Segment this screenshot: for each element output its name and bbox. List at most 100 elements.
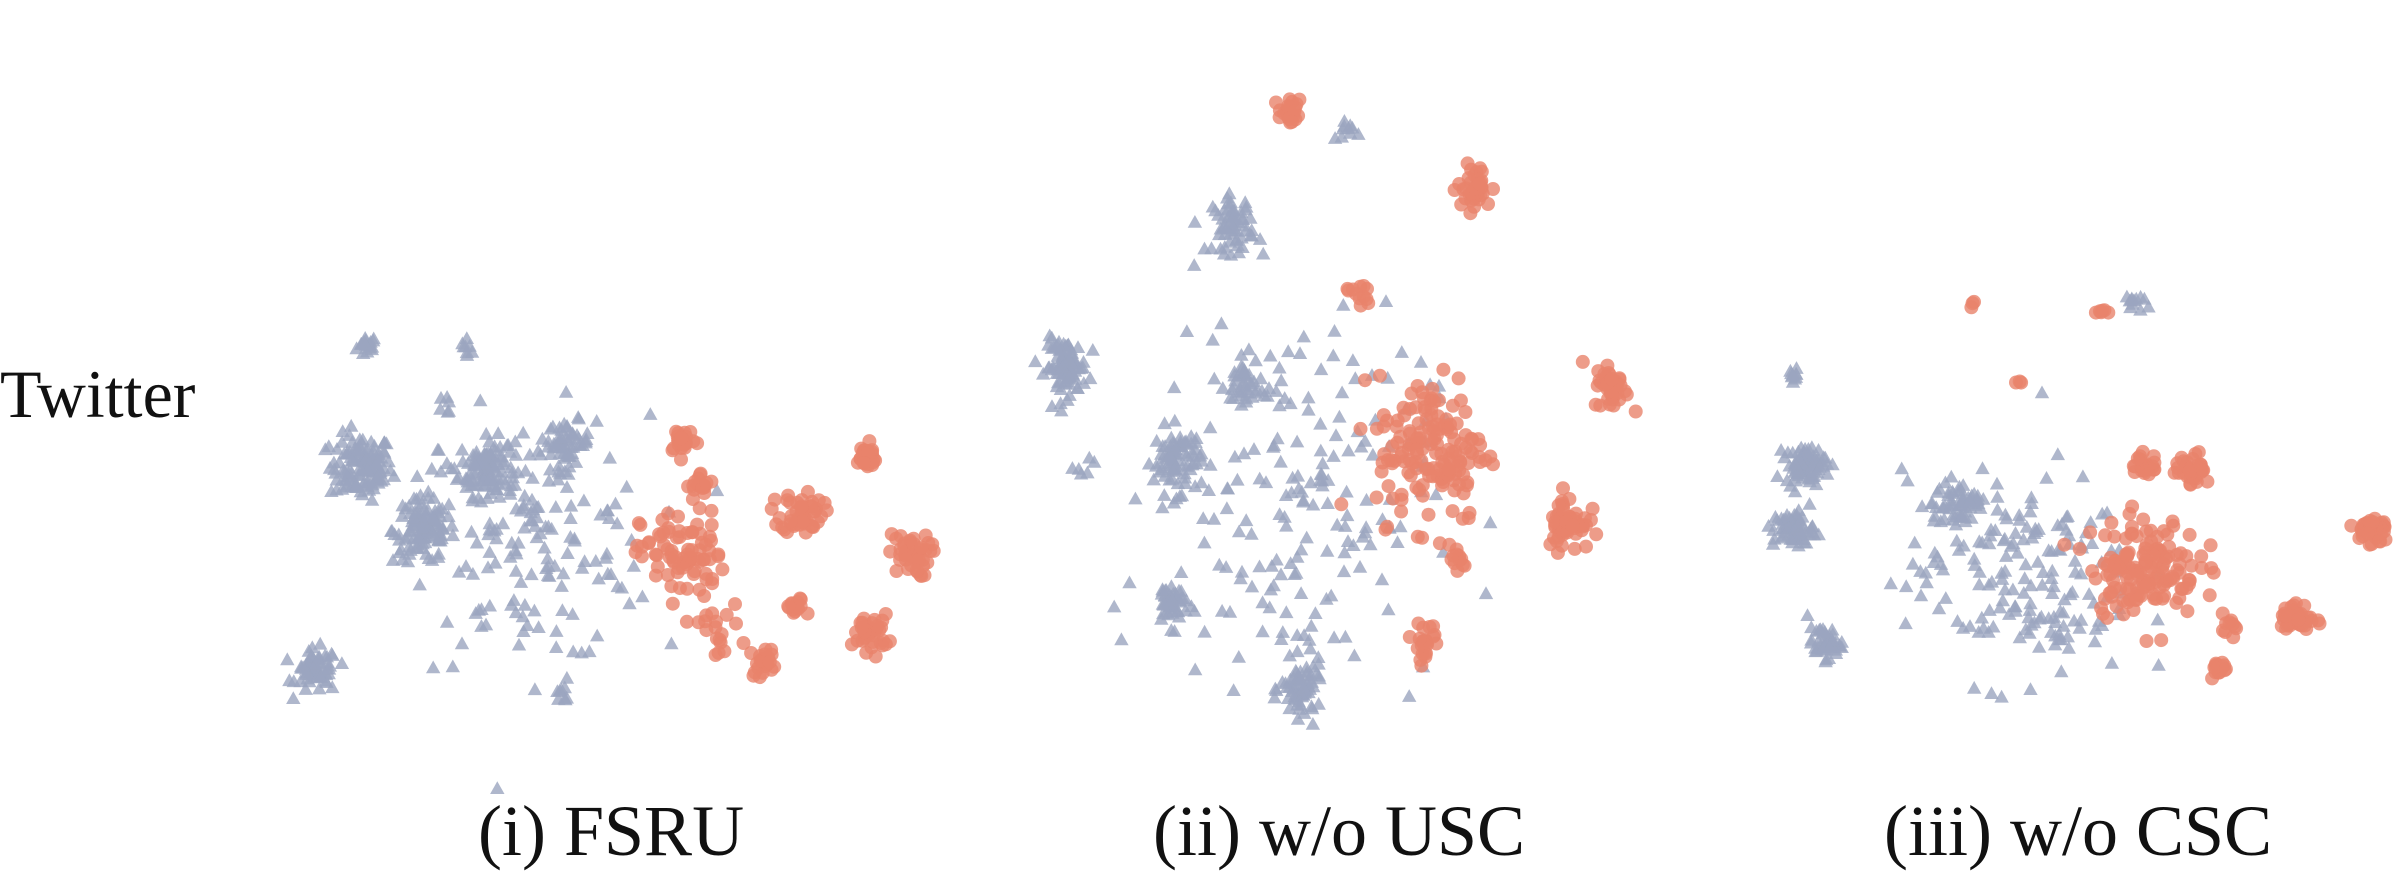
scatter-point-triangle <box>1304 618 1319 632</box>
scatter-point-circle <box>914 540 929 555</box>
scatter-point-triangle <box>1935 562 1951 576</box>
scatter-point-triangle <box>1293 671 1308 685</box>
scatter-point-triangle <box>1957 504 1973 518</box>
scatter-point-triangle <box>490 781 505 794</box>
scatter-point-triangle <box>588 554 603 567</box>
scatter-point-triangle <box>1053 396 1068 410</box>
scatter-point-triangle <box>280 652 295 666</box>
scatter-point-triangle <box>1336 564 1352 578</box>
scatter-point-triangle <box>478 617 494 631</box>
scatter-point-circle <box>1422 620 1437 634</box>
scatter-point-triangle <box>543 462 558 476</box>
scatter-point-triangle <box>1281 344 1296 358</box>
scatter-point-circle <box>1467 199 1482 214</box>
scatter-point-circle <box>1579 539 1593 554</box>
scatter-point-triangle <box>603 567 619 580</box>
scatter-point-triangle <box>1952 479 1967 493</box>
scatter-point-triangle <box>1311 650 1326 663</box>
scatter-point-triangle <box>409 491 424 505</box>
scatter-point-circle <box>2139 537 2154 552</box>
scatter-point-triangle <box>2053 604 2068 618</box>
scatter-point-triangle <box>1381 602 1396 616</box>
scatter-point-triangle <box>469 535 485 549</box>
scatter-point-triangle <box>1159 583 1174 596</box>
scatter-point-circle <box>1430 417 1445 432</box>
scatter-point-triangle <box>467 457 483 471</box>
scatter-point-circle <box>1372 368 1387 383</box>
scatter-point-triangle <box>626 558 641 572</box>
scatter-point-triangle <box>1256 246 1271 260</box>
scatter-point-triangle <box>1290 628 1305 641</box>
scatter-point-circle <box>1394 504 1409 519</box>
scatter-point-triangle <box>1172 430 1188 444</box>
scatter-point-triangle <box>444 518 460 532</box>
scatter-point-circle <box>711 549 726 564</box>
scatter-point-triangle <box>1107 599 1122 613</box>
scatter-point-circle <box>715 562 730 577</box>
scatter-point-triangle <box>1220 481 1235 494</box>
scatter-point-triangle <box>1301 402 1316 416</box>
scatter-point-triangle <box>542 569 557 582</box>
scatter-point-circle <box>704 518 719 532</box>
scatter-point-triangle <box>1282 648 1297 662</box>
scatter-point-triangle <box>1931 601 1947 615</box>
scatter-point-triangle <box>1293 586 1309 599</box>
scatter-point-triangle <box>554 579 569 592</box>
scatter-point-circle <box>736 636 751 650</box>
scatter-point-triangle <box>2016 532 2031 546</box>
scatter-point-circle <box>1445 504 1460 519</box>
scatter-point-circle <box>1269 95 1283 110</box>
scatter-point-triangle <box>1234 564 1250 578</box>
scatter-point-triangle <box>1967 680 1982 694</box>
scatter-point-triangle <box>1279 605 1294 619</box>
scatter-point-triangle <box>480 446 496 460</box>
scatter-point-circle <box>680 581 695 596</box>
scatter-point-circle <box>1334 497 1349 512</box>
scatter-point-triangle <box>1234 397 1249 411</box>
series-circle-group <box>1964 294 2393 686</box>
scatter-point-triangle <box>2032 640 2047 653</box>
scatter-point-circle <box>1405 456 1419 471</box>
scatter-point-triangle <box>1900 473 1915 487</box>
scatter-point-triangle <box>335 435 350 448</box>
scatter-point-circle <box>2104 515 2119 530</box>
scatter-point-triangle <box>610 579 625 593</box>
scatter-point-triangle <box>503 549 518 563</box>
scatter-point-circle <box>665 596 680 611</box>
scatter-point-triangle <box>2016 586 2031 599</box>
scatter-point-triangle <box>1197 535 1212 549</box>
scatter-point-triangle <box>525 470 540 484</box>
scatter-point-circle <box>783 514 798 529</box>
scatter-point-triangle <box>505 470 520 484</box>
scatter-point-triangle <box>1345 353 1361 366</box>
scatter-point-triangle <box>1304 675 1319 688</box>
scatter-point-triangle <box>1231 524 1247 538</box>
scatter-point-circle <box>2116 607 2131 622</box>
scatter-point-triangle <box>2088 622 2104 635</box>
scatter-point-triangle <box>2056 619 2071 632</box>
scatter-point-circle <box>1460 156 1475 171</box>
scatter-point-circle <box>1412 482 1427 497</box>
scatter-point-triangle <box>488 555 503 569</box>
scatter-point-triangle <box>1155 596 1171 610</box>
scatter-point-triangle <box>1305 717 1321 730</box>
scatter-point-circle <box>2196 463 2211 478</box>
scatter-point-triangle <box>313 636 328 650</box>
scatter-point-triangle <box>1990 502 2005 516</box>
scatter-point-circle <box>1369 490 1384 505</box>
scatter-point-triangle <box>2021 610 2036 624</box>
scatter-point-triangle <box>1944 469 1959 483</box>
scatter-point-circle <box>2057 537 2072 552</box>
scatter-point-triangle <box>1981 625 1996 638</box>
scatter-point-triangle <box>1791 463 1806 477</box>
scatter-point-triangle <box>480 560 496 574</box>
scatter-point-triangle <box>1785 445 1800 459</box>
scatter-point-triangle <box>1065 461 1080 474</box>
scatter-point-circle <box>679 614 694 629</box>
scatter-point-triangle <box>424 461 439 475</box>
scatter-point-triangle <box>1055 359 1070 373</box>
scatter-point-triangle <box>2044 544 2059 557</box>
scatter-point-triangle <box>2072 620 2087 634</box>
scatter-point-triangle <box>1378 294 1394 307</box>
scatter-point-triangle <box>2066 613 2082 627</box>
